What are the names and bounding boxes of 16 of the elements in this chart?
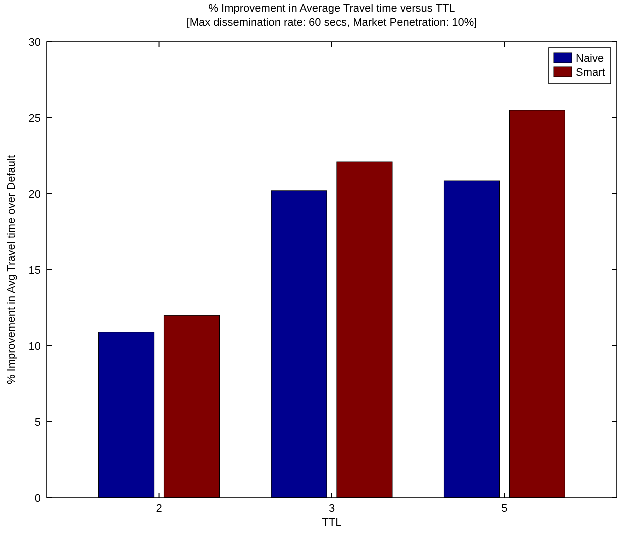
x-axis-title: TTL: [322, 517, 342, 529]
x-tick-label: 2: [156, 503, 162, 515]
chart-title: % Improvement in Average Travel time versus TTL: [208, 3, 456, 15]
y-axis-title: % Improvement in Avg Travel time over Default: [6, 155, 18, 385]
y-tick-label: 25: [28, 112, 41, 125]
y-tick-label: 20: [28, 188, 41, 201]
legend-label: Naive: [576, 52, 604, 65]
y-tick-label: 15: [28, 264, 41, 277]
y-tick-label: 5: [34, 416, 41, 429]
x-tick-label: 5: [502, 503, 508, 515]
y-tick-label: 10: [28, 340, 41, 353]
legend-label: Smart: [576, 66, 606, 79]
chart-subtitle: [Max dissemination rate: 60 secs, Market Penetration: 10%]: [186, 17, 478, 29]
y-tick-label: 30: [28, 36, 41, 49]
x-tick-label: 3: [328, 503, 336, 515]
y-tick-label: 0: [34, 492, 41, 505]
